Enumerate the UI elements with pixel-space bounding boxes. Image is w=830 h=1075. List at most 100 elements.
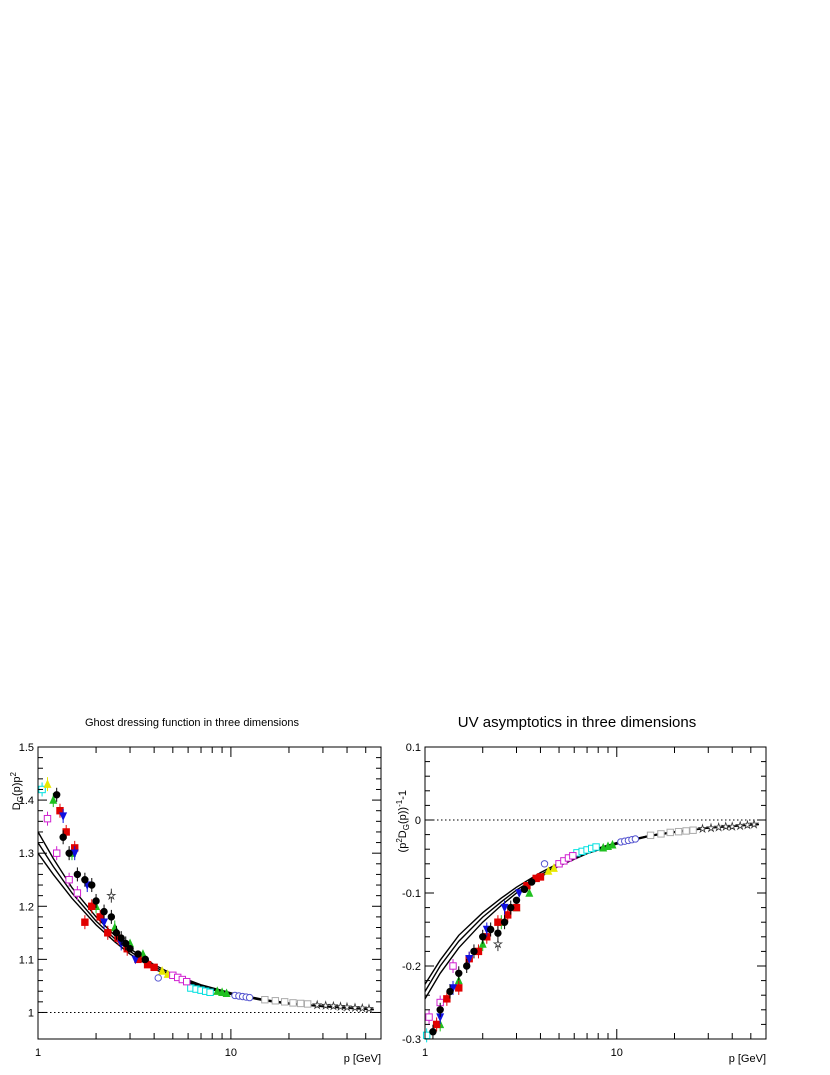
data-point	[349, 1002, 361, 1013]
data-point	[500, 918, 509, 926]
data-point	[335, 1001, 346, 1012]
data-point	[500, 903, 509, 913]
data-point	[631, 835, 640, 843]
data-series-8	[540, 835, 640, 868]
y-tick-label: 1.4	[19, 795, 34, 807]
data-point	[141, 955, 150, 964]
data-series-10	[106, 888, 375, 1014]
data-point	[100, 918, 109, 928]
data-point	[311, 999, 323, 1010]
data-point	[73, 889, 82, 897]
data-series-8	[154, 974, 254, 1002]
data-point	[455, 984, 463, 992]
data-point	[106, 890, 117, 901]
y-tick-label: 1.3	[19, 848, 34, 860]
y-tick-label: 0	[415, 815, 421, 827]
x-tick-label: 1	[422, 1047, 428, 1059]
data-point	[682, 827, 690, 835]
data-point	[70, 849, 79, 859]
data-point	[112, 929, 121, 937]
data-point	[713, 821, 724, 832]
data-point	[515, 889, 524, 898]
data-point	[154, 974, 162, 982]
data-point	[436, 1006, 444, 1014]
data-point	[213, 986, 222, 995]
y-tick-label: -0.2	[402, 961, 421, 973]
data-series-7	[429, 878, 536, 1039]
data-series-1	[38, 782, 214, 996]
data-point	[479, 933, 487, 941]
plot-frame	[37, 746, 382, 1040]
data-point	[117, 934, 125, 942]
ylabel-superscript: 2	[9, 771, 18, 776]
data-point	[43, 814, 52, 823]
data-point	[569, 852, 577, 860]
x-tick-label: 1	[35, 1047, 41, 1059]
y-axis-label: DG(p)p2	[9, 771, 25, 810]
data-point	[43, 779, 52, 788]
data-point	[470, 947, 478, 956]
data-point	[449, 962, 457, 970]
ylabel-subscript: G	[402, 824, 411, 830]
data-point	[150, 963, 158, 972]
ylabel-part: D	[397, 830, 409, 838]
data-point	[432, 1020, 441, 1029]
data-point	[492, 938, 504, 949]
data-point	[748, 819, 760, 829]
data-point	[592, 843, 600, 851]
data-point	[727, 821, 738, 831]
data-point	[666, 828, 674, 837]
data-point	[689, 826, 697, 834]
data-series-6	[59, 809, 140, 965]
chart-title: Ghost dressing function in three dimensi…	[85, 717, 300, 729]
data-point	[59, 812, 68, 821]
y-tick-label: 1.1	[19, 954, 34, 966]
ylabel-part: (p)p	[11, 776, 23, 796]
chart-panel-1: Ghost dressing function in three dimensi…	[9, 717, 382, 1065]
data-point	[463, 962, 471, 970]
chart-title: UV asymptotics in three dimensions	[458, 714, 696, 731]
data-point	[705, 822, 717, 833]
data-point	[657, 830, 665, 838]
data-point	[245, 993, 254, 1002]
data-point	[697, 823, 708, 834]
data-point	[104, 929, 112, 937]
chart-panel-2: UV asymptotics in three dimensions -0.3 -0…	[395, 714, 767, 1065]
x-tick-label: 10	[611, 1047, 623, 1059]
data-point	[341, 1001, 353, 1012]
data-point	[540, 860, 549, 868]
ylabel-subscript: G	[16, 796, 25, 802]
data-point	[536, 873, 545, 881]
y-tick-label: 1	[28, 1007, 34, 1019]
data-point	[443, 995, 451, 1003]
data-point	[122, 939, 130, 948]
data-point	[271, 997, 280, 1005]
data-point	[504, 911, 512, 919]
ylabel-part: (p))	[397, 807, 409, 824]
data-point	[422, 1031, 431, 1040]
data-point	[608, 839, 617, 849]
data-point	[646, 831, 655, 840]
data-point	[674, 827, 683, 836]
data-point	[446, 987, 454, 996]
data-point	[303, 1000, 312, 1008]
data-series-9	[261, 996, 312, 1008]
data-point	[81, 876, 89, 884]
data-point	[218, 987, 227, 996]
data-point	[478, 939, 487, 948]
data-point	[88, 902, 96, 910]
data-series-6	[436, 889, 524, 1025]
data-point	[520, 885, 529, 894]
data-point	[527, 878, 536, 886]
ylabel-part: (p	[397, 843, 409, 853]
data-series-1	[422, 843, 600, 1043]
data-point	[52, 849, 61, 857]
data-point	[59, 833, 67, 841]
data-series-3	[544, 863, 558, 875]
data-point	[65, 849, 73, 857]
data-point	[429, 1028, 437, 1036]
data-series-2	[425, 852, 577, 1025]
data-point	[455, 969, 463, 977]
data-point	[206, 988, 214, 996]
data-point	[261, 996, 269, 1004]
